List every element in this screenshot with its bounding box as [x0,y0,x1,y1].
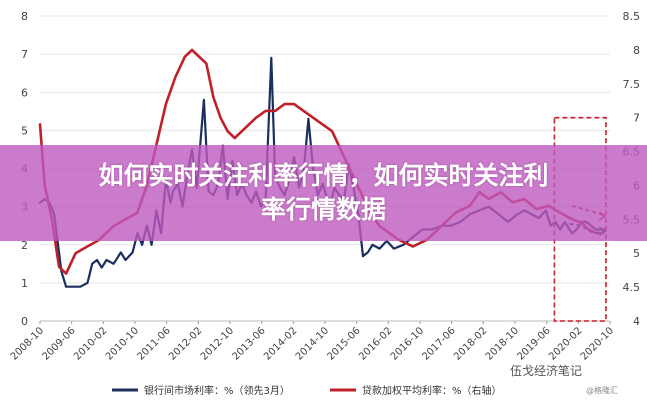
x-tick-label: 2019-06 [515,325,552,362]
x-tick-label: 2008-10 [9,325,46,362]
x-tick-label: 2012-10 [199,325,236,362]
x-tick-label: 2020-02 [547,325,584,362]
watermark-sub: @格隆汇 [586,386,618,395]
x-tick-label: 2014-02 [262,325,299,362]
legend-label-2: 贷款加权平均利率：%（右轴） [362,384,502,397]
x-tick-label: 2020-10 [579,325,616,362]
x-tick-label: 2012-02 [167,325,204,362]
left-tick-label: 6 [21,86,28,99]
right-tick-label: 5 [633,247,640,260]
left-tick-label: 5 [21,124,28,137]
right-tick-label: 8.5 [623,10,641,23]
legend-label-1: 银行间市场利率：%（领先3月） [144,384,290,397]
right-tick-label: 7 [633,112,640,125]
x-tick-label: 2018-10 [484,325,521,362]
x-tick-label: 2017-06 [420,325,457,362]
banner-line-1: 如何实时关注利率行情，如何实时关注利 [98,161,549,190]
title-banner: 如何实时关注利率行情，如何实时关注利 率行情数据 [0,145,647,241]
right-tick-label: 4 [633,315,640,328]
banner-line-2: 率行情数据 [260,195,386,224]
x-tick-label: 2018-02 [452,325,489,362]
left-tick-label: 7 [21,48,28,61]
x-tick-label: 2011-06 [135,325,172,362]
right-tick-label: 4.5 [623,281,641,294]
x-tick-label: 2014-10 [294,325,331,362]
left-tick-label: 8 [21,10,28,23]
left-tick-label: 1 [21,277,28,290]
right-tick-label: 7.5 [623,78,641,91]
x-tick-label: 2010-10 [104,325,141,362]
x-tick-label: 2013-06 [230,325,267,362]
x-tick-label: 2016-10 [389,325,426,362]
left-tick-label: 2 [21,239,28,252]
x-tick-label: 2009-06 [40,325,77,362]
x-tick-label: 2016-02 [357,325,394,362]
watermark-text: 伍戈经济笔记 [510,364,583,378]
x-tick-label: 2010-02 [72,325,109,362]
right-tick-label: 8 [633,44,640,57]
legend: 银行间市场利率：%（领先3月） 贷款加权平均利率：%（右轴） [112,384,502,397]
left-tick-label: 0 [21,315,28,328]
x-tick-label: 2015-06 [325,325,362,362]
x-axis-ticks: 2008-102009-062010-022010-102011-062012-… [9,320,616,363]
